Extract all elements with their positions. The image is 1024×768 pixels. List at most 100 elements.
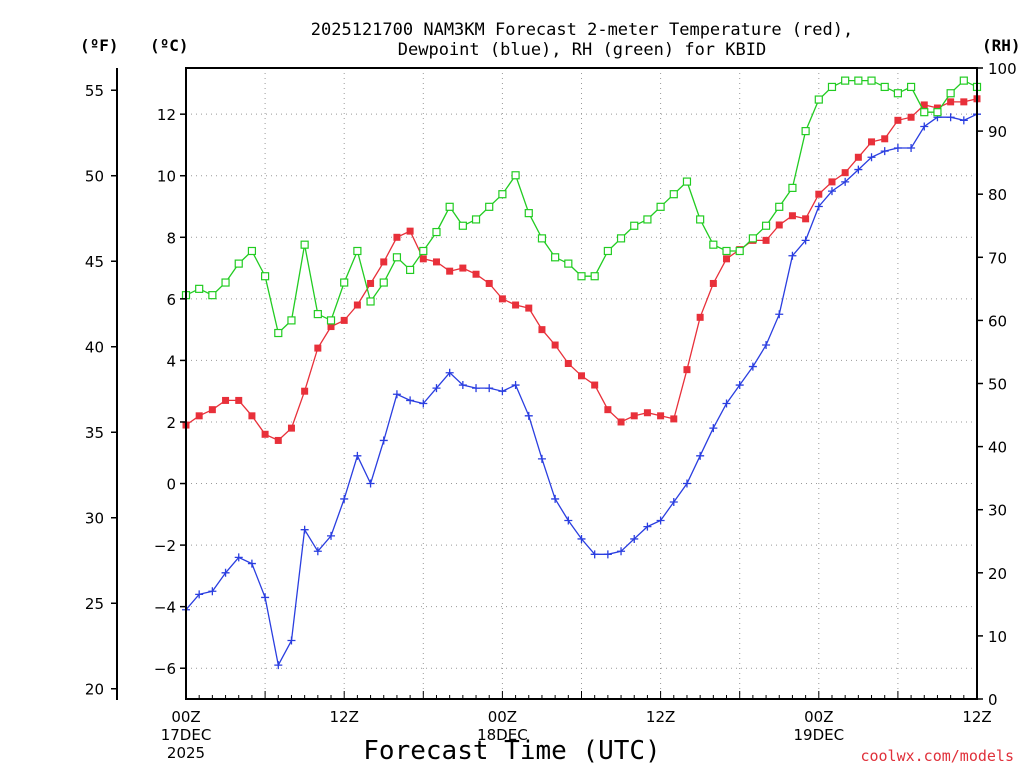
dewpoint-point xyxy=(287,636,296,645)
dewpoint-point xyxy=(221,568,230,577)
dewpoint-point xyxy=(419,399,428,408)
rh-point xyxy=(247,246,257,256)
dewpoint-point xyxy=(920,122,929,131)
dewpoint-point xyxy=(814,202,823,211)
2-meter-temperature-point xyxy=(564,359,572,367)
rh-point xyxy=(709,240,718,249)
dewpoint-point xyxy=(643,522,652,531)
2-meter-temperature-point xyxy=(881,135,889,143)
x-tick-label: 2025 xyxy=(167,744,205,762)
rh-point xyxy=(893,89,903,98)
2-meter-temperature-point xyxy=(868,138,876,146)
2-meter-temperature-point xyxy=(828,178,836,186)
dewpoint-point xyxy=(195,590,204,599)
2-meter-temperature-point xyxy=(775,221,783,229)
2-meter-temperature-point xyxy=(472,270,480,278)
axes: −6−4−20246810122025303540455055010203040… xyxy=(85,60,1017,762)
2-meter-temperature-point xyxy=(762,236,770,244)
rh-point xyxy=(682,177,692,186)
2-meter-temperature-point xyxy=(907,113,915,121)
2-meter-temperature-point xyxy=(406,227,414,235)
rh-point xyxy=(458,221,467,230)
2-meter-temperature-point xyxy=(222,396,230,404)
rh-point xyxy=(326,316,336,325)
2-meter-temperature-point xyxy=(723,255,731,263)
2-meter-temperature-point xyxy=(367,279,375,287)
dewpoint-point xyxy=(366,479,375,488)
rh-tick-label: 70 xyxy=(988,249,1007,267)
dewpoint-point xyxy=(472,384,481,393)
dewpoint-point xyxy=(340,494,349,503)
celsius-tick-label: 0 xyxy=(166,476,176,494)
2-meter-temperature-point xyxy=(709,279,717,287)
dewpoint-point xyxy=(959,116,968,125)
rh-point xyxy=(195,284,204,293)
rh-tick-label: 0 xyxy=(988,691,998,709)
2-meter-temperature-point xyxy=(525,304,533,312)
chart-title-line2: Dewpoint (blue), RH (green) for KBID xyxy=(398,40,766,60)
2-meter-temperature-point xyxy=(498,295,506,303)
2-meter-temperature-point xyxy=(841,169,849,177)
dewpoint-point xyxy=(748,362,757,371)
rh-point xyxy=(313,309,322,319)
2-meter-temperature-point xyxy=(340,316,348,324)
rh-point xyxy=(287,316,296,325)
rh-tick-label: 10 xyxy=(988,628,1007,646)
2-meter-temperature-point xyxy=(512,301,520,309)
2-meter-temperature-point xyxy=(670,415,678,423)
celsius-tick-label: 10 xyxy=(157,168,176,186)
fahrenheit-unit-label: (ºF) xyxy=(80,36,119,55)
x-tick-label: 00Z xyxy=(171,708,200,726)
2-meter-temperature-point xyxy=(208,406,216,414)
rh-point xyxy=(406,265,415,275)
rh-point xyxy=(432,227,441,237)
rh-unit-label: (RH) xyxy=(982,36,1021,55)
dewpoint-point xyxy=(709,424,718,433)
dewpoint-point xyxy=(669,498,678,507)
dewpoint-point xyxy=(630,534,639,543)
2-meter-temperature-point xyxy=(459,264,467,272)
2-meter-temperature-point xyxy=(815,190,823,198)
rh-tick-label: 30 xyxy=(988,502,1007,520)
2-meter-temperature-point xyxy=(432,258,440,266)
celsius-tick-label: 2 xyxy=(166,414,176,432)
celsius-tick-label: −4 xyxy=(154,599,176,617)
dewpoint-point xyxy=(511,381,520,390)
rh-point xyxy=(669,190,678,199)
rh-point xyxy=(551,253,560,262)
rh-point xyxy=(854,76,863,85)
rh-tick-label: 80 xyxy=(988,186,1007,204)
dewpoint-point xyxy=(300,525,309,534)
rh-point xyxy=(471,215,481,224)
x-tick-label: 12Z xyxy=(330,708,359,726)
2-meter-temperature-point xyxy=(287,424,295,432)
rh-point xyxy=(761,221,771,230)
rh-tick-label: 50 xyxy=(988,376,1007,394)
grid-lines xyxy=(186,68,977,699)
celsius-tick-label: −2 xyxy=(154,537,176,555)
dewpoint-point xyxy=(327,531,336,540)
2-meter-temperature-point xyxy=(353,301,361,309)
dewpoint-point xyxy=(880,147,889,156)
rh-tick-label: 90 xyxy=(988,123,1007,141)
rh-point xyxy=(748,234,757,243)
rh-point xyxy=(498,190,507,199)
rh-point xyxy=(208,291,217,300)
rh-point xyxy=(775,202,784,211)
rh-point xyxy=(524,209,533,218)
rh-point xyxy=(735,246,744,256)
2-meter-temperature-point xyxy=(617,418,625,426)
rh-point xyxy=(801,126,810,136)
dewpoint-point xyxy=(735,381,744,390)
rh-point xyxy=(274,328,283,338)
2-meter-temperature-point xyxy=(920,101,928,109)
dewpoint-point xyxy=(775,310,784,319)
2-meter-temperature-point xyxy=(894,116,902,124)
dewpoint-point xyxy=(722,399,731,408)
dewpoint-point xyxy=(432,384,441,393)
dewpoint-point xyxy=(537,454,546,463)
2-meter-temperature-point xyxy=(235,396,243,404)
rh-point xyxy=(616,234,626,243)
rh-point xyxy=(656,202,665,211)
fahrenheit-tick-label: 30 xyxy=(85,510,104,528)
